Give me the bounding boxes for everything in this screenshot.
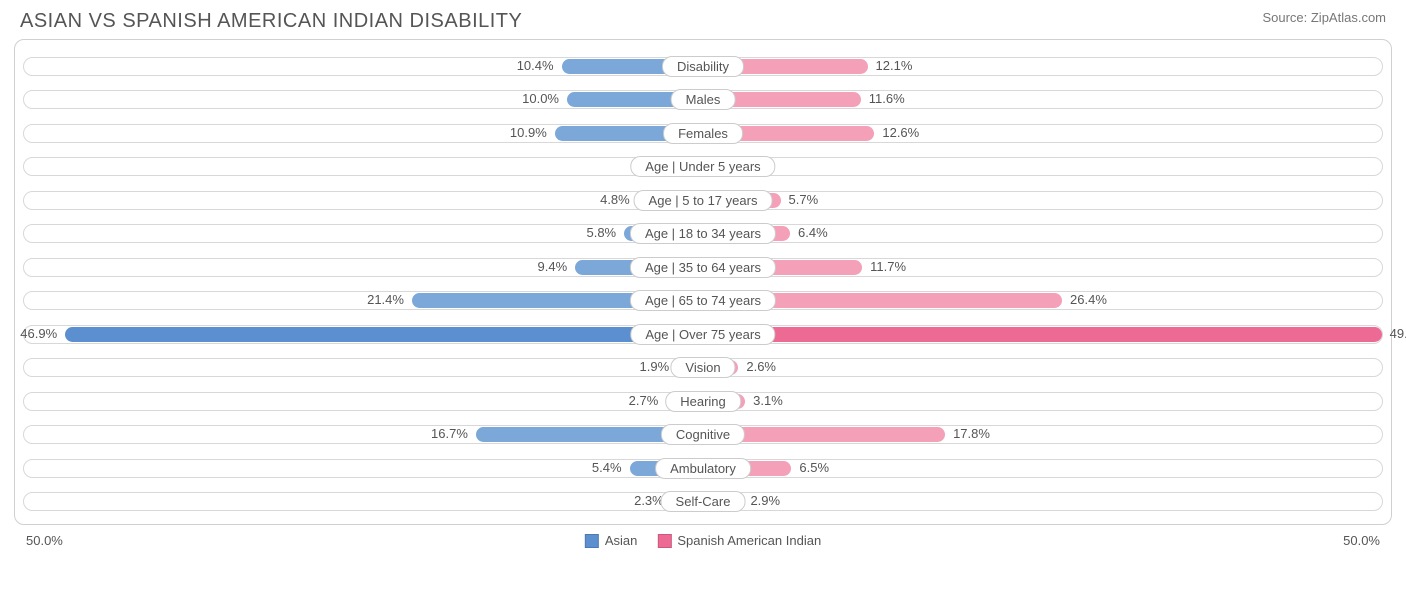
axis-left-max: 50.0%: [26, 533, 63, 548]
bar-right: [703, 327, 1382, 342]
chart-header: ASIAN VS SPANISH AMERICAN INDIAN DISABIL…: [0, 0, 1406, 39]
row-label: Females: [663, 123, 743, 144]
legend-swatch-left: [585, 534, 599, 548]
chart-source: Source: ZipAtlas.com: [1262, 10, 1386, 25]
row-label: Vision: [670, 357, 735, 378]
chart-row: 4.8% 5.7% Age | 5 to 17 years: [23, 185, 1383, 216]
row-label: Disability: [662, 56, 744, 77]
value-right: 12.6%: [882, 125, 919, 140]
row-label: Males: [671, 89, 736, 110]
value-right: 12.1%: [876, 58, 913, 73]
legend-item-left: Asian: [585, 533, 638, 548]
row-label: Age | Over 75 years: [630, 324, 775, 345]
value-right: 17.8%: [953, 426, 990, 441]
chart-row: 9.4% 11.7% Age | 35 to 64 years: [23, 252, 1383, 283]
legend-swatch-right: [657, 534, 671, 548]
chart-row: 2.7% 3.1% Hearing: [23, 386, 1383, 417]
value-right: 6.5%: [799, 460, 829, 475]
value-right: 2.6%: [746, 359, 776, 374]
value-right: 26.4%: [1070, 292, 1107, 307]
row-label: Age | 5 to 17 years: [634, 190, 773, 211]
value-right: 2.9%: [750, 493, 780, 508]
value-left: 5.4%: [592, 460, 622, 475]
chart-row: 10.4% 12.1% Disability: [23, 51, 1383, 82]
value-left: 1.9%: [640, 359, 670, 374]
bar-left: [65, 327, 703, 342]
chart-row: 16.7% 17.8% Cognitive: [23, 419, 1383, 450]
value-left: 4.8%: [600, 192, 630, 207]
row-label: Ambulatory: [655, 458, 751, 479]
row-label: Age | Under 5 years: [630, 156, 775, 177]
row-label: Age | 18 to 34 years: [630, 223, 776, 244]
chart-row: 1.1%1.3%Age | Under 5 years: [23, 151, 1383, 182]
value-left: 16.7%: [431, 426, 468, 441]
value-right: 3.1%: [753, 393, 783, 408]
legend: Asian Spanish American Indian: [585, 533, 821, 548]
value-right: 11.6%: [869, 91, 905, 106]
value-left: 2.3%: [634, 493, 664, 508]
value-left: 2.7%: [629, 393, 659, 408]
chart-row: 10.9% 12.6% Females: [23, 118, 1383, 149]
chart-row: 2.3% 2.9% Self-Care: [23, 486, 1383, 517]
value-left: 10.9%: [510, 125, 547, 140]
row-label: Hearing: [665, 391, 741, 412]
chart-row: 5.4% 6.5% Ambulatory: [23, 453, 1383, 484]
chart-row: 46.9%49.9%Age | Over 75 years: [23, 319, 1383, 350]
value-left: 21.4%: [367, 292, 404, 307]
chart-area: 10.4% 12.1% Disability 10.0% 11.6% Males 10.9%…: [14, 39, 1392, 525]
row-label: Cognitive: [661, 424, 745, 445]
value-right: 11.7%: [870, 259, 906, 274]
value-right: 6.4%: [798, 225, 828, 240]
chart-row: 21.4% 26.4% Age | 65 to 74 years: [23, 285, 1383, 316]
value-right: 49.9%: [1390, 326, 1406, 341]
chart-row: 5.8% 6.4% Age | 18 to 34 years: [23, 218, 1383, 249]
axis-right-max: 50.0%: [1343, 533, 1380, 548]
value-left: 10.0%: [522, 91, 559, 106]
value-right: 5.7%: [789, 192, 819, 207]
row-label: Self-Care: [661, 491, 746, 512]
legend-label-left: Asian: [605, 533, 638, 548]
chart-footer: 50.0% Asian Spanish American Indian 50.0…: [14, 529, 1392, 553]
legend-item-right: Spanish American Indian: [657, 533, 821, 548]
chart-row: 1.9% 2.6% Vision: [23, 352, 1383, 383]
row-label: Age | 65 to 74 years: [630, 290, 776, 311]
legend-label-right: Spanish American Indian: [677, 533, 821, 548]
row-label: Age | 35 to 64 years: [630, 257, 776, 278]
value-left: 10.4%: [517, 58, 554, 73]
value-left: 5.8%: [586, 225, 616, 240]
value-left: 46.9%: [20, 326, 57, 341]
chart-title: ASIAN VS SPANISH AMERICAN INDIAN DISABIL…: [20, 10, 522, 33]
value-left: 9.4%: [538, 259, 568, 274]
chart-row: 10.0% 11.6% Males: [23, 84, 1383, 115]
